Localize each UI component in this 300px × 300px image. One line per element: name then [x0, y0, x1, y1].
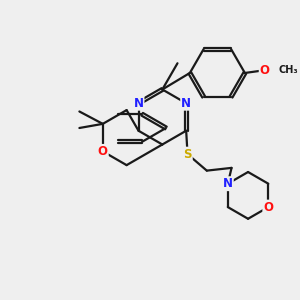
Text: O: O	[260, 64, 270, 77]
Text: S: S	[183, 148, 192, 160]
Text: N: N	[223, 177, 233, 190]
Text: O: O	[263, 201, 273, 214]
Text: O: O	[98, 145, 108, 158]
Text: CH₃: CH₃	[278, 65, 298, 75]
Text: N: N	[181, 97, 191, 110]
Text: N: N	[134, 97, 143, 110]
